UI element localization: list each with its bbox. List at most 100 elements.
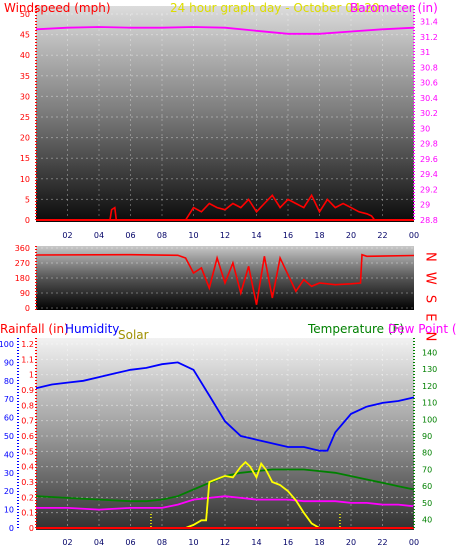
solar-axis-label: Solar <box>118 328 149 342</box>
temperature-line <box>35 468 415 503</box>
barometer-tick-label: 30.4 <box>420 94 438 103</box>
barometer-axis-label: Barometer (in) <box>350 1 438 15</box>
panel1-x-tick-label: 16 <box>283 231 293 240</box>
barometer-tick-label: 29.4 <box>420 170 438 179</box>
barometer-tick-label: 31 <box>420 48 430 57</box>
panel3-x-tick-label: 04 <box>94 538 104 547</box>
panel3-x-tick-label: 14 <box>251 538 261 547</box>
humidity-tick-label: 60 <box>4 414 14 423</box>
panel1-series <box>35 26 415 221</box>
windspeed-tick-label: 5 <box>25 195 30 204</box>
humidity-tick-label: 40 <box>4 450 14 459</box>
panel1-x-tick-label: 06 <box>125 231 135 240</box>
panel3-x-tick-label: 22 <box>377 538 387 547</box>
barometer-line <box>35 26 415 35</box>
temperature-tick-label: 70 <box>422 465 432 474</box>
humidity-tick-label: 30 <box>4 469 14 478</box>
panel2-series <box>35 253 415 305</box>
windspeed-tick-label: 30 <box>20 92 30 101</box>
rainfall-tick-label: 0.4 <box>21 463 34 472</box>
barometer-tick-label: 29.2 <box>420 185 438 194</box>
panel3-x-tick-label: 06 <box>125 538 135 547</box>
panel1-x-tick-label: 18 <box>314 231 324 240</box>
solar-line <box>36 460 414 529</box>
rainfall-tick-label: 0.1 <box>21 509 34 518</box>
panel3-x-tick-label: 16 <box>283 538 293 547</box>
winddir-tick-label: 180 <box>15 274 30 283</box>
rainfall-tick-label: 1 <box>29 371 34 380</box>
barometer-tick-label: 28.8 <box>420 216 438 225</box>
barometer-tick-label: 29.8 <box>420 140 438 149</box>
winddir-tick-label: 90 <box>20 289 30 298</box>
temperature-tick-label: 40 <box>422 516 432 525</box>
panel3-x-tick-label: 12 <box>220 538 230 547</box>
winddir-line <box>35 253 415 305</box>
windspeed-tick-label: 0 <box>25 216 30 225</box>
temperature-tick-label: 50 <box>422 499 432 508</box>
panel1-x-tick-label: 12 <box>220 231 230 240</box>
rainfall-tick-label: 0.7 <box>21 417 34 426</box>
windspeed-tick-label: 45 <box>20 31 30 40</box>
panel1-x-tick-label: 22 <box>377 231 387 240</box>
panel3-x-tick-label: 10 <box>188 538 198 547</box>
temperature-tick-label: 60 <box>422 482 432 491</box>
barometer-tick-label: 29.6 <box>420 155 438 164</box>
humidity-axis-label: Humidity <box>65 322 119 336</box>
rainfall-tick-label: 0.9 <box>21 386 34 395</box>
temperature-axis-label: Temperature (F) <box>307 322 404 336</box>
barometer-tick-label: 30.6 <box>420 79 438 88</box>
humidity-line <box>35 361 415 452</box>
panel2-gridlines <box>36 247 414 309</box>
windspeed-tick-label: 35 <box>20 72 30 81</box>
rainfall-tick-label: 0.6 <box>21 432 34 441</box>
axes-and-ticks: 0510152025303540455028.82929.229.429.629… <box>0 6 438 547</box>
panel1-x-tick-label: 20 <box>346 231 356 240</box>
panel1-x-tick-label: 08 <box>157 231 167 240</box>
dewpoint-line <box>36 495 415 511</box>
panel2-plot-background <box>36 246 414 310</box>
rainfall-axis-label: Rainfall (in) <box>0 322 69 336</box>
temperature-tick-label: 90 <box>422 432 432 441</box>
temperature-tick-label: 100 <box>422 415 437 424</box>
barometer-tick-label: 30 <box>420 124 430 133</box>
winddir-tick-label: 270 <box>15 259 30 268</box>
panel3-series <box>35 361 415 529</box>
humidity-tick-label: 70 <box>4 395 14 404</box>
panel1-x-tick-label: 00 <box>409 231 419 240</box>
humidity-tick-label: 0 <box>9 524 14 533</box>
temperature-tick-label: 110 <box>422 399 437 408</box>
humidity-tick-label: 50 <box>4 432 14 441</box>
temperature-tick-label: 140 <box>422 348 437 357</box>
compass-labels: N W S E N <box>423 252 438 344</box>
humidity-tick-label: 90 <box>4 358 14 367</box>
humidity-tick-label: 80 <box>4 377 14 386</box>
temperature-tick-label: 80 <box>422 449 432 458</box>
windspeed-tick-label: 40 <box>20 51 30 60</box>
panel1-gridlines <box>36 13 415 221</box>
humidity-tick-label: 100 <box>0 340 14 349</box>
panel3-x-tick-label: 08 <box>157 538 167 547</box>
dewpoint-axis-label: Dew Point ( <box>388 322 456 336</box>
rainfall-tick-label: 1.1 <box>21 355 34 364</box>
humidity-tick-label: 10 <box>4 506 14 515</box>
barometer-tick-label: 30.8 <box>420 63 438 72</box>
rainfall-tick-label: 0 <box>29 524 34 533</box>
panel3-x-tick-label: 18 <box>314 538 324 547</box>
barometer-tick-label: 29 <box>420 201 430 210</box>
windspeed-tick-label: 15 <box>20 154 30 163</box>
rainfall-tick-label: 1.2 <box>21 340 34 349</box>
windspeed-line <box>36 193 414 221</box>
panel1-x-tick-label: 04 <box>94 231 104 240</box>
windspeed-tick-label: 20 <box>20 134 30 143</box>
rainfall-tick-label: 0.2 <box>21 493 34 502</box>
windspeed-axis-label: Windspeed (mph) <box>4 1 111 15</box>
windspeed-tick-label: 50 <box>20 10 30 19</box>
windspeed-tick-label: 10 <box>20 175 30 184</box>
rainfall-tick-label: 0.3 <box>21 478 34 487</box>
panel1-plot-background <box>36 6 414 222</box>
barometer-tick-label: 30.2 <box>420 109 438 118</box>
temperature-tick-label: 130 <box>422 365 437 374</box>
panel1-x-tick-label: 02 <box>62 231 72 240</box>
barometer-tick-label: 31.4 <box>420 18 438 27</box>
